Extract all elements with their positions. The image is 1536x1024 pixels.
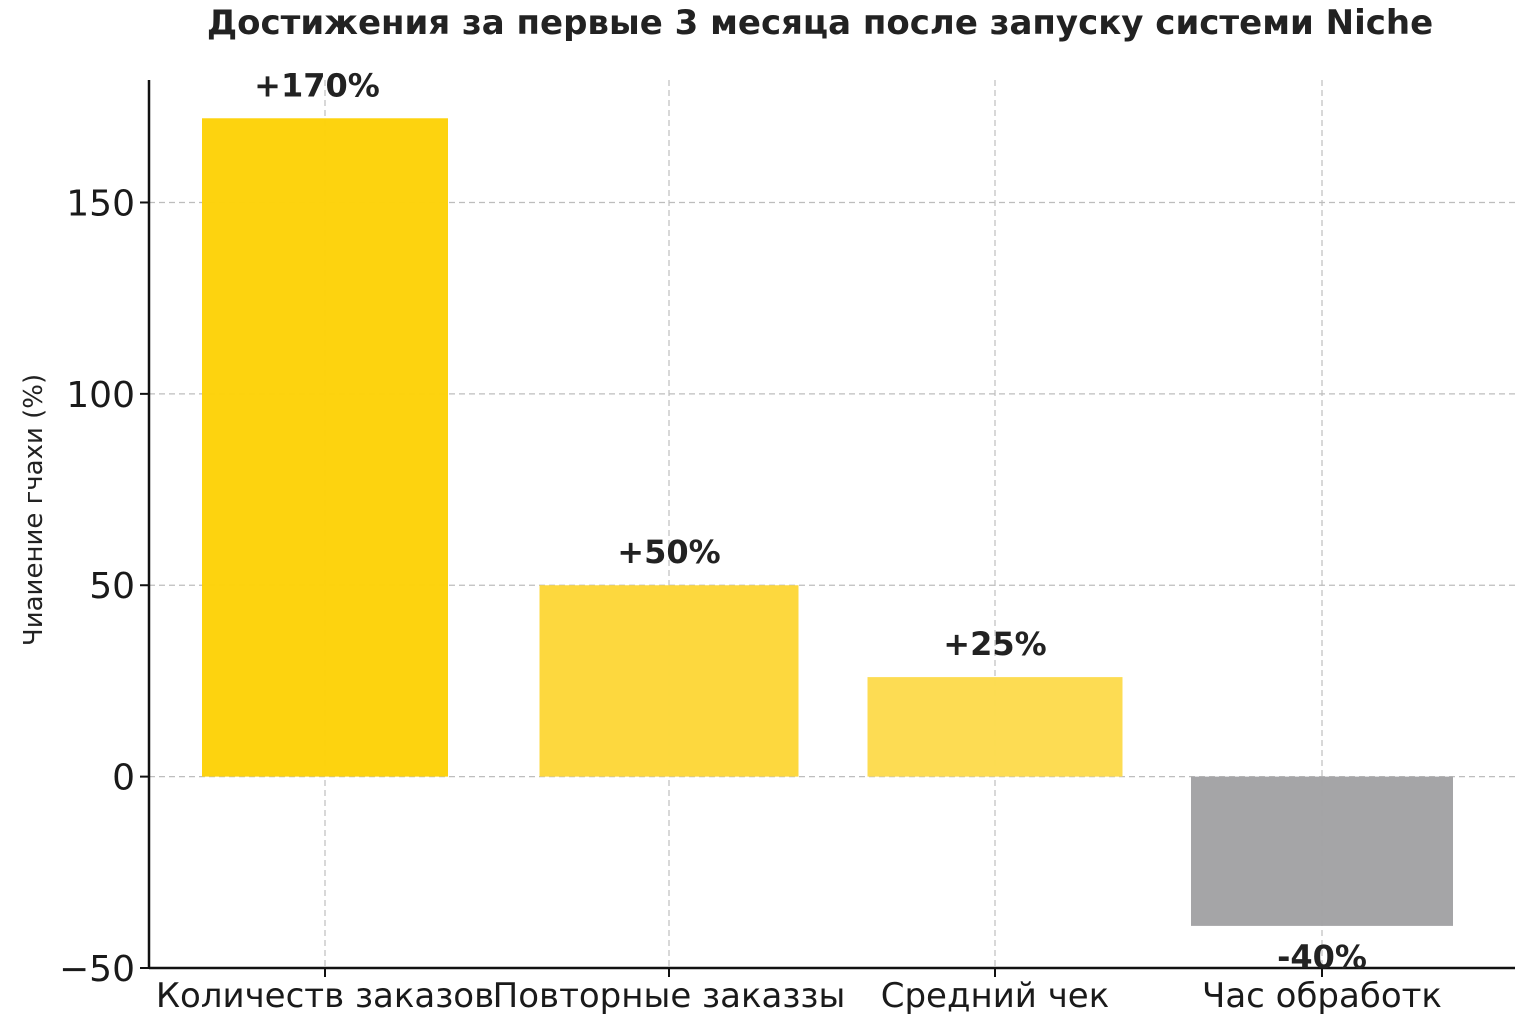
data-label: -40% — [1277, 938, 1367, 976]
y-ticks: −50 0 50 100 150 — [59, 183, 149, 990]
x-tick-label: Повторные заказзы — [493, 976, 846, 1016]
data-label: +25% — [943, 625, 1046, 663]
bars — [202, 118, 1453, 926]
y-tick-label: 150 — [66, 183, 135, 224]
axes — [147, 80, 1515, 970]
y-axis-label: Чиаиение гчахи (%) — [19, 374, 49, 646]
bar — [867, 677, 1123, 777]
bar — [539, 585, 799, 777]
data-label: +50% — [617, 533, 720, 571]
chart-title: Достижения за первые 3 месяца после запу… — [207, 3, 1433, 43]
bar — [1191, 776, 1453, 926]
x-tick-label: Средний чек — [881, 976, 1110, 1016]
data-labels: +170% +50% +25% -40% — [254, 66, 1367, 976]
y-tick-label: 100 — [66, 375, 135, 416]
y-tick-label: 0 — [112, 758, 135, 799]
data-label: +170% — [254, 66, 380, 104]
y-tick-label: 50 — [89, 566, 135, 607]
y-tick-label: −50 — [59, 949, 135, 990]
x-tick-label: Час обработк — [1202, 976, 1442, 1016]
bar — [202, 118, 448, 777]
x-tick-label: Количеств заказов — [156, 976, 494, 1016]
